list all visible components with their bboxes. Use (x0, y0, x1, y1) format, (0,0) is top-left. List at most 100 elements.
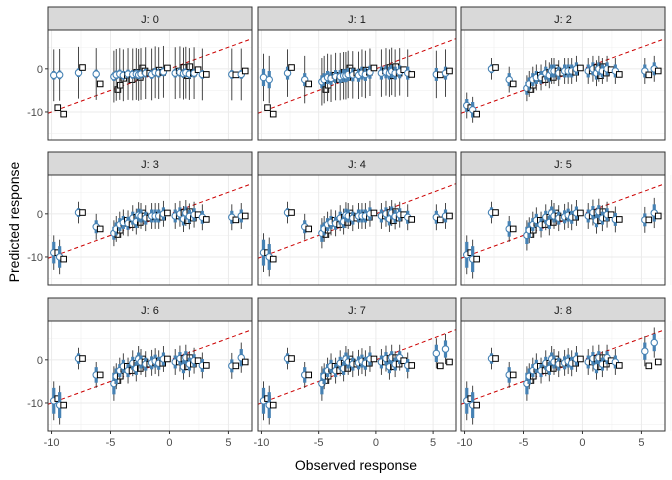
facet-panel-6: J: 6 -10 0 -10 -5 0 5 (27, 297, 259, 449)
x-tick-label: 5 (430, 437, 436, 449)
observed-point (577, 355, 584, 363)
predicted-point (432, 349, 441, 358)
x-tick-label: -10 (44, 437, 60, 449)
observed-point (194, 66, 202, 73)
observed-point (164, 355, 171, 363)
predicted-point (283, 69, 292, 77)
predicted-point (641, 347, 649, 355)
observed-point (437, 216, 444, 224)
x-tick-label: -10 (253, 437, 269, 449)
facet-strip-label: J: 8 (554, 305, 572, 317)
predicted-point (92, 70, 100, 78)
observed-point (645, 216, 653, 224)
x-tick-label: -5 (519, 437, 529, 449)
data-marks (258, 183, 456, 277)
observed-point (492, 355, 499, 362)
facet-strip-label: J: 5 (554, 159, 572, 171)
facet-panel-5: J: 5 (460, 151, 672, 286)
observed-point (79, 355, 86, 362)
observed-point (654, 67, 662, 75)
facet-strip-label: J: 2 (554, 14, 572, 26)
observed-point (370, 355, 378, 363)
x-tick-label: 5 (225, 437, 231, 449)
observed-point (164, 209, 171, 217)
observed-point (645, 71, 653, 79)
x-tick-label: -10 (457, 437, 473, 449)
panel-border (257, 320, 457, 432)
observed-point (370, 209, 378, 217)
observed-point (269, 110, 277, 118)
observed-point (408, 216, 416, 223)
observed-point (203, 71, 210, 78)
y-tick-label: -10 (27, 107, 43, 119)
data-marks (461, 38, 665, 123)
observed-point (116, 81, 124, 89)
panel-border (460, 320, 666, 432)
observed-point (241, 67, 249, 75)
observed-point (186, 63, 194, 70)
observed-point (509, 225, 517, 233)
observed-point (446, 358, 453, 366)
observed-point (473, 110, 480, 118)
observed-point (60, 255, 67, 263)
panel-border (47, 320, 253, 432)
predicted-point (650, 338, 658, 347)
facet-panel-0: J: 0 -10 0 (27, 6, 259, 141)
observed-point (269, 401, 277, 409)
observed-point (60, 110, 67, 118)
x-tick-label: -5 (106, 437, 116, 449)
observed-point (616, 216, 623, 223)
panel-background (461, 321, 665, 431)
observed-point (232, 362, 240, 370)
axis-titles: Observed response Predicted response (6, 161, 417, 473)
observed-point (473, 255, 480, 263)
observed-point (96, 371, 104, 379)
facet-panel-2: J: 2 (460, 6, 672, 141)
data-marks (48, 329, 252, 425)
y-tick-label: -10 (27, 398, 43, 410)
panel-border (460, 29, 666, 141)
observed-point (241, 358, 249, 366)
observed-point (446, 67, 453, 75)
facet-panel-4: J: 4 (257, 151, 463, 286)
data-marks (461, 327, 665, 425)
observed-point (577, 209, 584, 217)
observed-point (654, 212, 662, 220)
observed-point (96, 80, 104, 88)
facet-strip-label: J: 3 (141, 159, 159, 171)
observed-point (264, 104, 271, 111)
y-tick-label: -10 (27, 252, 43, 264)
x-tick-label: 0 (373, 437, 379, 449)
observed-point (408, 71, 416, 78)
observed-point (288, 209, 295, 216)
observed-point (305, 225, 313, 233)
x-tick-label: -5 (314, 437, 324, 449)
panel-background (48, 321, 252, 431)
observed-point (54, 104, 62, 111)
observed-point (509, 80, 517, 88)
y-tick-label: 0 (37, 209, 43, 221)
panel-background (258, 175, 456, 285)
observed-point (232, 216, 240, 224)
predicted-point (441, 345, 450, 353)
panel-border (47, 174, 253, 286)
observed-point (241, 212, 249, 220)
observed-point (645, 362, 653, 370)
observed-point (408, 362, 416, 369)
panel-background (258, 30, 456, 140)
panel-border (257, 174, 457, 286)
facet-strip-label: J: 1 (348, 14, 366, 26)
observed-point (79, 64, 86, 71)
panel-border (460, 174, 666, 286)
data-marks (258, 38, 456, 118)
observed-point (473, 401, 480, 409)
y-tick-label: 0 (37, 64, 43, 76)
observed-point (60, 401, 67, 409)
observed-point (616, 362, 623, 369)
facet-strip-label: J: 0 (141, 14, 159, 26)
data-marks (258, 329, 456, 425)
observed-point (446, 212, 453, 220)
observed-point (654, 358, 662, 366)
observed-point (616, 71, 623, 78)
